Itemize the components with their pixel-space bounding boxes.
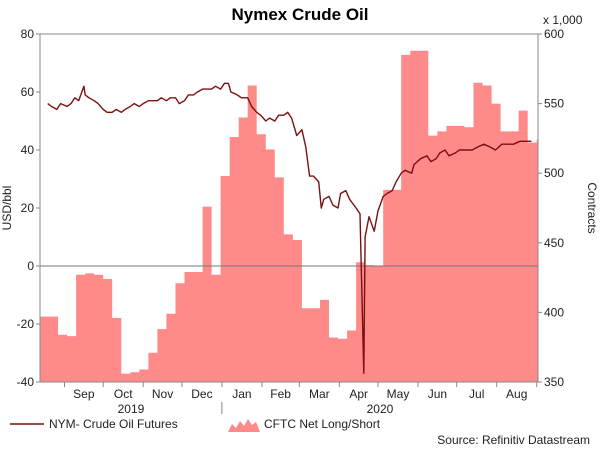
left-tick-label: 20 <box>21 201 35 215</box>
left-tick-label: 60 <box>21 85 35 99</box>
x-month-label: Apr <box>349 387 368 401</box>
x-month-label: Jun <box>428 387 447 401</box>
right-tick-label: 400 <box>544 305 564 319</box>
left-tick-label: -20 <box>17 317 35 331</box>
chart-title: Nymex Crude Oil <box>232 5 369 24</box>
crude-oil-line <box>47 82 532 374</box>
x-month-label: Feb <box>270 387 291 401</box>
source-note: Source: Refinitiv Datastream <box>437 433 590 447</box>
x-month-label: Sep <box>73 387 95 401</box>
right-tick-label: 500 <box>544 166 564 180</box>
right-axis-ticks: 350 400 450 500 550 600 <box>538 27 564 389</box>
x-year-label: 2020 <box>367 402 394 416</box>
left-tick-label: -40 <box>17 375 35 389</box>
left-axis-label: USD/bbl <box>0 186 14 231</box>
x-month-label: May <box>387 387 410 401</box>
x-year-label: 2019 <box>118 402 145 416</box>
x-month-label: Aug <box>506 387 527 401</box>
x-month-label: Dec <box>191 387 212 401</box>
cftc-net-area <box>40 50 538 382</box>
left-tick-label: 40 <box>21 143 35 157</box>
x-month-label: Oct <box>114 387 133 401</box>
cftc-area-layer <box>40 50 538 382</box>
right-tick-label: 550 <box>544 97 564 111</box>
right-tick-label: 450 <box>544 236 564 250</box>
crude-line-layer <box>47 82 532 374</box>
legend-label-cftc: CFTC Net Long/Short <box>264 417 381 431</box>
x-month-label: Nov <box>152 387 173 401</box>
legend-label-crude: NYM- Crude Oil Futures <box>49 417 178 431</box>
x-axis-ticks: Sep Oct Nov Dec Jan Feb Mar Apr May Jun Jul Aug 2019… <box>64 382 538 416</box>
right-axis-multiplier: x 1,000 <box>543 13 583 27</box>
right-tick-label: 350 <box>544 375 564 389</box>
left-tick-label: 0 <box>27 259 34 273</box>
right-tick-label: 600 <box>544 27 564 41</box>
plot-area <box>39 33 539 383</box>
legend-area-swatch <box>228 419 260 432</box>
right-axis-label: Contracts <box>585 182 599 233</box>
left-tick-label: 80 <box>21 27 35 41</box>
legend: NYM- Crude Oil Futures CFTC Net Long/Sho… <box>10 417 381 432</box>
left-axis-ticks: -40 -20 0 20 40 60 80 <box>17 27 40 389</box>
x-month-label: Jul <box>469 387 484 401</box>
x-month-label: Mar <box>309 387 330 401</box>
x-month-label: Jan <box>232 387 251 401</box>
